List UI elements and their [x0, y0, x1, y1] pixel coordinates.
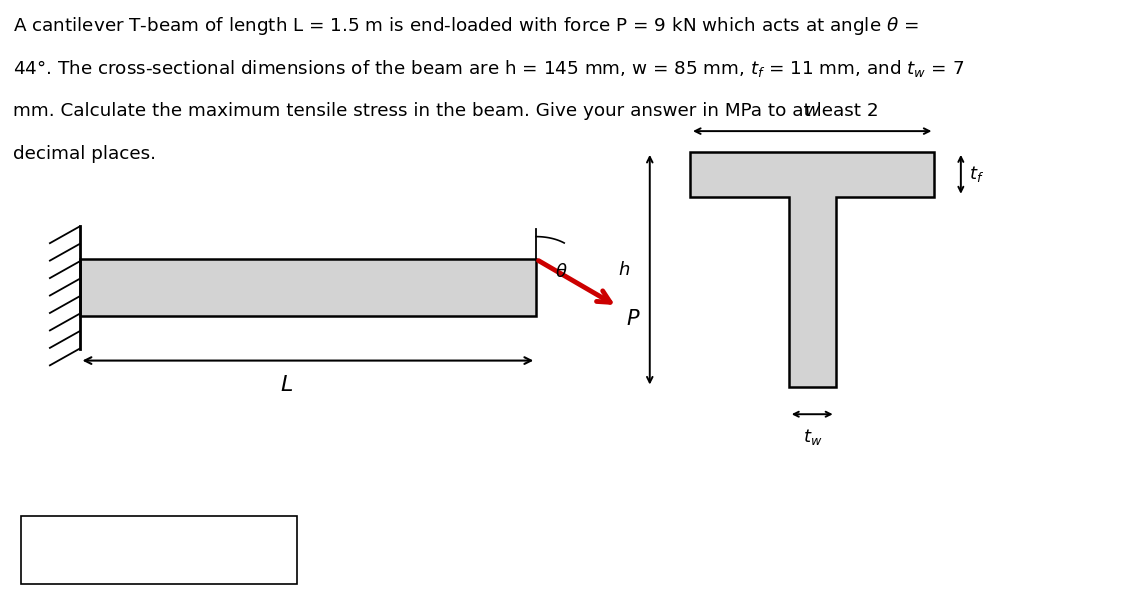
Text: mm. Calculate the maximum tensile stress in the beam. Give your answer in MPa to: mm. Calculate the maximum tensile stress… [13, 102, 878, 120]
Bar [80, 259, 536, 316]
Text: decimal places.: decimal places. [13, 145, 156, 163]
Text: $h$: $h$ [619, 260, 630, 279]
Text: A cantilever T-beam of length L = 1.5 m is end-loaded with force P = 9 kN which : A cantilever T-beam of length L = 1.5 m … [13, 15, 919, 37]
Text: 44°. The cross-sectional dimensions of the beam are h = 145 mm, w = 85 mm, $t_f$: 44°. The cross-sectional dimensions of t… [13, 58, 964, 79]
Text: $w$: $w$ [804, 103, 821, 120]
Text: $P$: $P$ [626, 309, 641, 330]
Text: $L$: $L$ [280, 375, 293, 396]
Text: $\theta$: $\theta$ [555, 263, 568, 281]
Bar [22, 516, 298, 584]
Text: $t_f$: $t_f$ [969, 164, 985, 184]
Text: $t_w$: $t_w$ [803, 427, 822, 448]
Polygon shape [690, 152, 935, 387]
